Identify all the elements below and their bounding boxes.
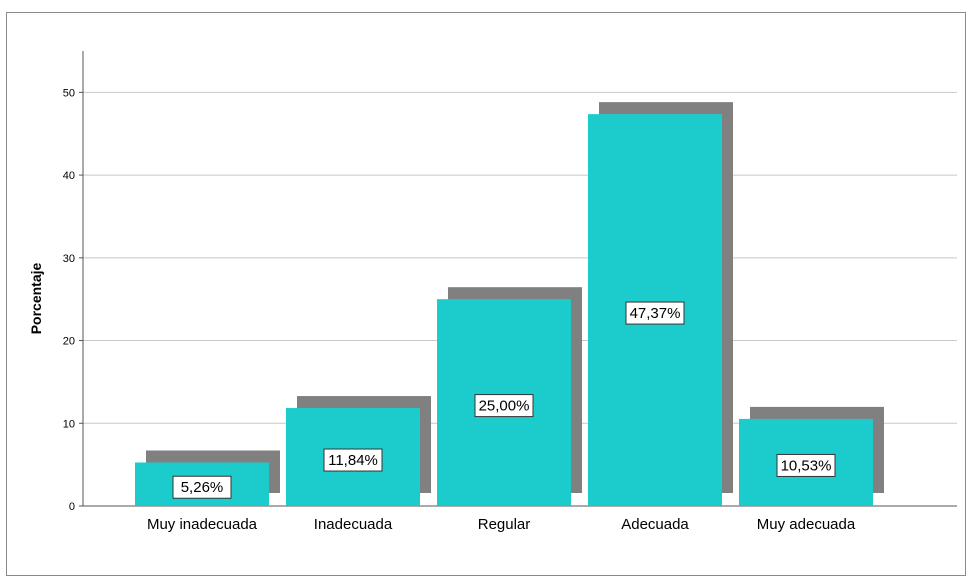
data-label-box xyxy=(776,453,836,477)
data-label: 47,37% xyxy=(625,301,685,325)
data-label-box xyxy=(172,475,232,499)
y-tick-label: 10 xyxy=(63,418,75,430)
data-label: 5,26% xyxy=(172,475,232,499)
bar-chart: 0 10 20 30 40 50 Porcentaje 5,26% 11,84% 25,00%… xyxy=(28,51,957,533)
data-label: 10,53% xyxy=(776,453,836,477)
y-tick-label: 40 xyxy=(63,170,75,182)
y-tick-label: 20 xyxy=(63,336,75,348)
data-label-box xyxy=(474,394,534,418)
x-category-label: Inadecuada xyxy=(314,516,393,533)
data-label: 25,00% xyxy=(474,394,534,418)
x-category-label: Muy inadecuada xyxy=(147,516,258,533)
data-label-text: 11,84% xyxy=(328,452,378,469)
data-label-text: 5,26% xyxy=(181,479,224,496)
data-label: 11,84% xyxy=(323,448,383,472)
y-tick-labels: 0 10 20 30 40 50 xyxy=(63,87,75,513)
chart-frame: 0 10 20 30 40 50 Porcentaje 5,26% 11,84% 25,00%… xyxy=(6,12,966,576)
y-tick-label: 0 xyxy=(69,501,75,513)
data-label-box xyxy=(323,448,383,472)
x-category-label: Adecuada xyxy=(621,516,689,533)
data-label-box xyxy=(625,301,685,325)
x-category-label: Regular xyxy=(478,516,531,533)
y-tick-label: 50 xyxy=(63,87,75,99)
x-category-label: Muy adecuada xyxy=(757,516,856,533)
x-category-labels: Muy inadecuada Inadecuada Regular Adecuada M… xyxy=(147,516,856,533)
bars-layer: 5,26% 11,84% 25,00% 47,37% 10,53% xyxy=(135,102,884,506)
data-label-text: 47,37% xyxy=(630,305,681,322)
data-label-text: 10,53% xyxy=(781,457,832,474)
data-label-text: 25,00% xyxy=(479,398,530,415)
y-tick-label: 30 xyxy=(63,253,75,265)
y-axis-title: Porcentaje xyxy=(28,262,44,334)
